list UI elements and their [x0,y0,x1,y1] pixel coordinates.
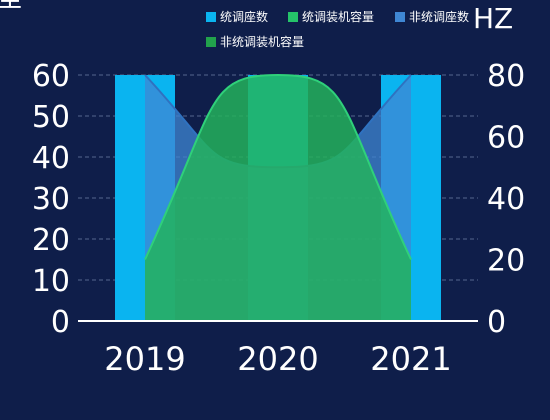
x-tick-label: 2020 [237,340,318,378]
y-left-tick-label: 30 [32,182,70,217]
y-left-tick-label: 0 [51,305,70,340]
legend-swatch [206,12,216,22]
y-right-tick-label: 60 [487,121,525,156]
y-right-tick-label: 40 [487,182,525,217]
area-non-unified-capacity [145,75,411,321]
legend-label: 非统调装机容量 [220,34,304,49]
line-unified-capacity [144,73,412,260]
y-right-tick-label: 80 [487,59,525,94]
y-left-tick-label: 60 [32,59,70,94]
legend-label: 非统调座数 [409,9,469,24]
area-unified-capacity [145,75,411,321]
legend-swatch [206,37,216,47]
y-right-tick-label: 0 [487,305,506,340]
x-tick-label: 2019 [104,340,185,378]
y-axis-right-label: HZ [473,2,513,35]
y-right-tick-label: 20 [487,244,525,279]
y-left-tick-label: 50 [32,100,70,135]
legend-swatch [395,12,405,22]
legend-swatch [288,12,298,22]
y-axis-left-label: 座 [0,0,22,13]
y-left-tick-label: 10 [32,264,70,299]
legend-label: 统调装机容量 [302,9,374,24]
area-series [144,73,412,321]
legend-label: 统调座数 [220,9,268,24]
x-tick-label: 2021 [370,340,451,378]
y-left-tick-label: 40 [32,141,70,176]
y-left-tick-label: 20 [32,223,70,258]
tick-labels: 0 10 20 30 40 50 60 0 20 40 60 80 2019 2020 2021 [32,59,525,378]
